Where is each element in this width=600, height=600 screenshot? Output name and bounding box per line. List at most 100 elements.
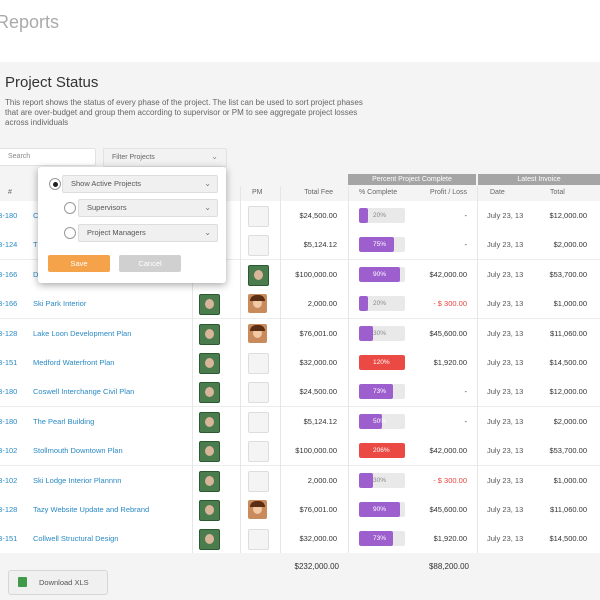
table-row[interactable]: 13-102 Ski Lodge Interior Plannnn 2,000.00… bbox=[0, 465, 600, 496]
avatar bbox=[199, 529, 220, 551]
avatar-face bbox=[253, 327, 262, 338]
profit-loss: $42,000.00 bbox=[429, 446, 467, 456]
column-header: Total bbox=[550, 189, 565, 196]
avatar-placeholder bbox=[248, 353, 269, 374]
invoice-total: $12,000.00 bbox=[549, 211, 587, 220]
total-fee: $24,500.00 bbox=[299, 387, 337, 397]
project-name: Tazy Website Update and Rebrand bbox=[33, 505, 150, 514]
invoice-date: July 23, 13 bbox=[487, 387, 524, 397]
avatar-face bbox=[205, 446, 214, 457]
avatar-face bbox=[254, 269, 263, 280]
invoice-date: July 23, 13 bbox=[487, 505, 524, 514]
column-divider bbox=[240, 186, 241, 553]
total-fee: $24,500.00 bbox=[299, 211, 337, 220]
profit-loss: $42,000.00 bbox=[429, 269, 467, 279]
radio-dot bbox=[52, 181, 58, 187]
profit-loss: - bbox=[464, 211, 468, 220]
table-row[interactable]: 13-151 Medford Waterfront Plan $32,000.00 1… bbox=[0, 348, 600, 378]
avatar-placeholder bbox=[248, 411, 269, 433]
table-row[interactable]: 13-180 Coswell Interchange Civil Plan $24,… bbox=[0, 377, 600, 408]
table-row[interactable]: 13-128 Lake Loon Development Plan $76,001.… bbox=[0, 318, 600, 349]
avatar-placeholder bbox=[248, 382, 269, 404]
filter-option[interactable]: Show Active Projects ⌄ bbox=[49, 175, 218, 193]
group-header: Latest Invoice bbox=[478, 174, 600, 185]
invoice-total: $53,700.00 bbox=[549, 446, 587, 456]
invoice-total: $14,500.00 bbox=[549, 534, 587, 544]
progress-track: 73% bbox=[359, 531, 405, 547]
filter-option[interactable]: Supervisors ⌄ bbox=[64, 199, 218, 217]
invoice-total: $11,060.00 bbox=[550, 328, 587, 338]
search-input[interactable]: Search bbox=[0, 148, 96, 166]
project-name: Coswell Interchange Civil Plan bbox=[33, 387, 135, 397]
progress-track: 20% bbox=[359, 296, 405, 312]
project-name: Medford Waterfront Plan bbox=[33, 358, 115, 367]
avatar bbox=[199, 411, 220, 433]
progress-track: 50% bbox=[359, 413, 405, 429]
progress-track: 30% bbox=[359, 325, 405, 341]
filter-select[interactable]: Filter Projects ⌄ bbox=[103, 148, 227, 167]
avatar bbox=[199, 382, 220, 404]
column-divider bbox=[477, 186, 478, 553]
table-row[interactable]: 13-180 The Pearl Building $5,124.12 50% - Jul… bbox=[0, 406, 600, 437]
invoice-total: $14,500.00 bbox=[549, 358, 587, 367]
project-name: The Pearl Building bbox=[33, 416, 95, 426]
avatar-placeholder bbox=[248, 235, 269, 257]
download-button[interactable]: Download XLS bbox=[8, 570, 108, 595]
project-id: 13-128 bbox=[0, 505, 18, 514]
progress-track: 90% bbox=[359, 502, 405, 517]
progress-fill bbox=[359, 237, 394, 253]
filter-popup: Show Active Projects ⌄ Supervisors ⌄ Proje… bbox=[38, 167, 226, 283]
report-description: This report shows the status of every ph… bbox=[5, 98, 363, 127]
invoice-date: July 23, 13 bbox=[487, 211, 524, 220]
total-fee: 2,000.00 bbox=[307, 299, 337, 309]
progress-fill bbox=[359, 296, 369, 312]
profit-loss: - bbox=[464, 387, 468, 397]
top-bar: Reports bbox=[0, 0, 600, 62]
project-id: 13-124 bbox=[0, 240, 18, 250]
xls-icon bbox=[18, 577, 27, 587]
avatar-face bbox=[205, 358, 214, 368]
search-placeholder: Search bbox=[8, 153, 31, 160]
progress-track: 30% bbox=[359, 472, 405, 488]
column-header: Date bbox=[490, 189, 505, 196]
progress-track: 73% bbox=[359, 384, 405, 400]
project-id: 13-166 bbox=[0, 299, 18, 309]
filter-option[interactable]: Project Managers ⌄ bbox=[64, 224, 218, 242]
progress-fill bbox=[359, 266, 401, 282]
progress-label: 20% bbox=[373, 212, 387, 219]
table-row[interactable]: 13-151 Collwell Structural Design $32,000.… bbox=[0, 524, 600, 555]
column-header: Total Fee bbox=[304, 189, 333, 196]
option-label: Supervisors bbox=[87, 203, 127, 212]
avatar bbox=[199, 294, 220, 316]
avatar bbox=[248, 294, 267, 314]
column-divider bbox=[192, 186, 193, 553]
table-row[interactable]: 13-128 Tazy Website Update and Rebrand $76… bbox=[0, 495, 600, 525]
cancel-button[interactable]: Cancel bbox=[119, 255, 181, 272]
chevron: ⌄ bbox=[204, 203, 211, 212]
save-button[interactable]: Save bbox=[48, 255, 110, 272]
invoice-date: July 23, 13 bbox=[487, 358, 524, 367]
column-header: % Complete bbox=[359, 189, 398, 196]
table-row[interactable]: 13-102 Stollmouth Downtown Plan $100,000.0… bbox=[0, 436, 600, 467]
option-label: Project Managers bbox=[87, 228, 146, 237]
radio bbox=[49, 178, 61, 190]
progress-fill bbox=[359, 502, 401, 517]
invoice-total: $12,000.00 bbox=[549, 387, 587, 397]
invoice-total: $2,000.00 bbox=[553, 416, 587, 426]
progress-label: 90% bbox=[373, 270, 387, 278]
project-name: T bbox=[33, 240, 38, 250]
progress-track: 90% bbox=[359, 266, 405, 282]
invoice-date: July 23, 13 bbox=[487, 416, 524, 426]
invoice-date: July 23, 13 bbox=[487, 534, 524, 544]
table-row[interactable]: 13-166 Ski Park Interior 2,000.00 20% - $ 30… bbox=[0, 289, 600, 320]
avatar bbox=[248, 323, 267, 343]
column-header: Profit / Loss bbox=[430, 189, 467, 196]
project-id: 13-102 bbox=[0, 446, 18, 456]
progress-track: 75% bbox=[359, 237, 405, 253]
avatar-placeholder bbox=[248, 441, 269, 463]
download-label: Download XLS bbox=[39, 578, 89, 587]
project-name: Ski Lodge Interior Plannnn bbox=[33, 475, 122, 485]
project-id: 13-180 bbox=[0, 416, 18, 426]
chevron: ⌄ bbox=[204, 179, 211, 188]
